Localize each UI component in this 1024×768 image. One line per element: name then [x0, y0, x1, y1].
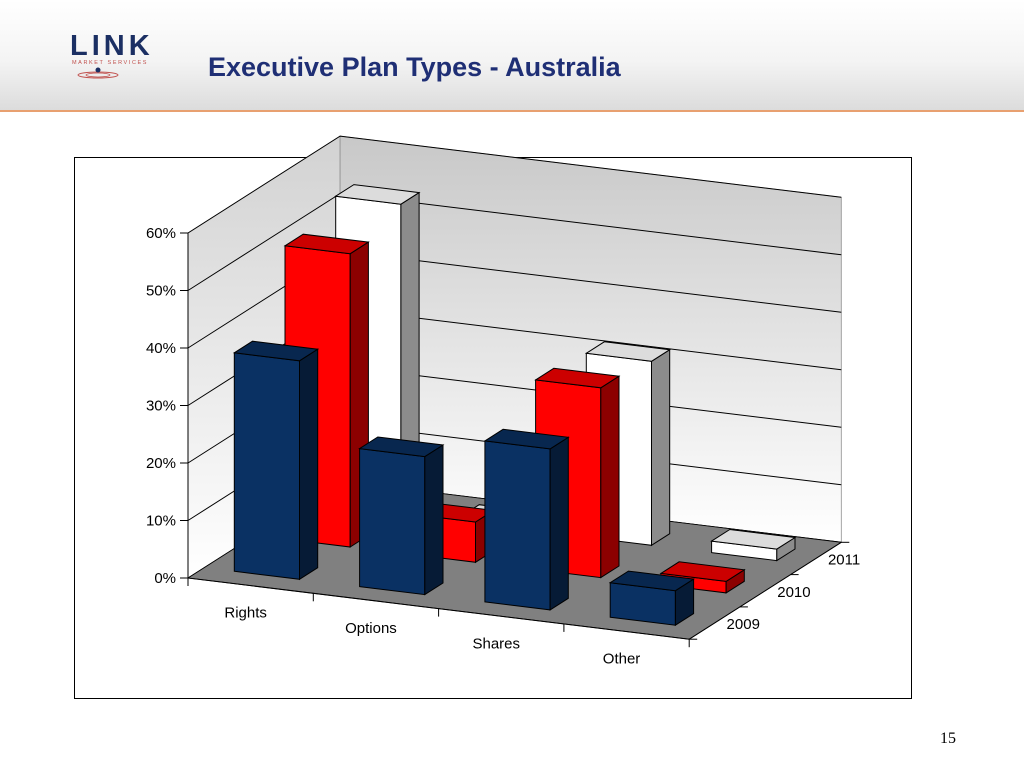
logo-word: LINK	[70, 30, 154, 62]
bar-2009-options	[358, 436, 445, 596]
link-logo: LINK MARKET SERVICES	[70, 30, 170, 86]
bar-top-face	[659, 561, 746, 582]
bar-2009-shares	[483, 428, 570, 611]
chart-labels: 0% 10% 20% 30% 40% 50% 60% Rights Options Shares O…	[146, 225, 860, 668]
category-label-rights: Rights	[224, 605, 267, 622]
bar-top-face	[534, 367, 621, 389]
bar-side-face	[424, 444, 444, 596]
bar-side-face	[600, 375, 620, 579]
page-number: 15	[940, 730, 956, 747]
bar-top-face	[584, 341, 672, 362]
bar-2009-rights	[232, 340, 320, 581]
bar-top-face	[358, 436, 445, 458]
bar-2009-other	[608, 570, 696, 627]
chart-bars	[232, 184, 797, 627]
bar-side-face	[651, 348, 671, 547]
bar-top-face	[710, 528, 797, 550]
value-tick-label: 10%	[146, 513, 176, 530]
bar-top-face	[283, 233, 370, 255]
category-label-options: Options	[345, 620, 397, 637]
bar-top-face	[608, 570, 696, 592]
gridline	[187, 135, 842, 234]
bar-front-face	[359, 448, 426, 596]
value-tick-label: 50%	[146, 283, 176, 300]
series-axis	[688, 541, 842, 640]
category-label-shares: Shares	[472, 635, 520, 652]
header-rule	[0, 110, 1024, 112]
value-tick-label: 60%	[146, 225, 176, 242]
bar-front-face	[233, 352, 300, 580]
bar-side-face	[299, 348, 319, 581]
bar-2011-other	[710, 528, 797, 562]
value-tick-label: 40%	[146, 340, 176, 357]
chart-axes	[180, 232, 850, 648]
value-tick-label: 20%	[146, 455, 176, 472]
category-label-other: Other	[603, 651, 641, 668]
bar-front-face	[484, 440, 551, 611]
slide-title: Executive Plan Types - Australia	[208, 52, 621, 82]
series-label-2010: 2010	[777, 584, 810, 601]
series-label-2009: 2009	[727, 616, 760, 633]
bar-top-face	[232, 340, 320, 362]
value-tick-label: 30%	[146, 398, 176, 415]
bar-side-face	[549, 436, 569, 611]
series-label-2011: 2011	[828, 551, 860, 568]
logo-ripple-icon	[77, 67, 119, 79]
bar-top-face	[334, 184, 421, 205]
slide-header	[0, 0, 1024, 110]
logo-subtitle: MARKET SERVICES	[72, 60, 149, 66]
bar-top-face	[483, 428, 570, 450]
value-tick-label: 0%	[154, 570, 176, 587]
